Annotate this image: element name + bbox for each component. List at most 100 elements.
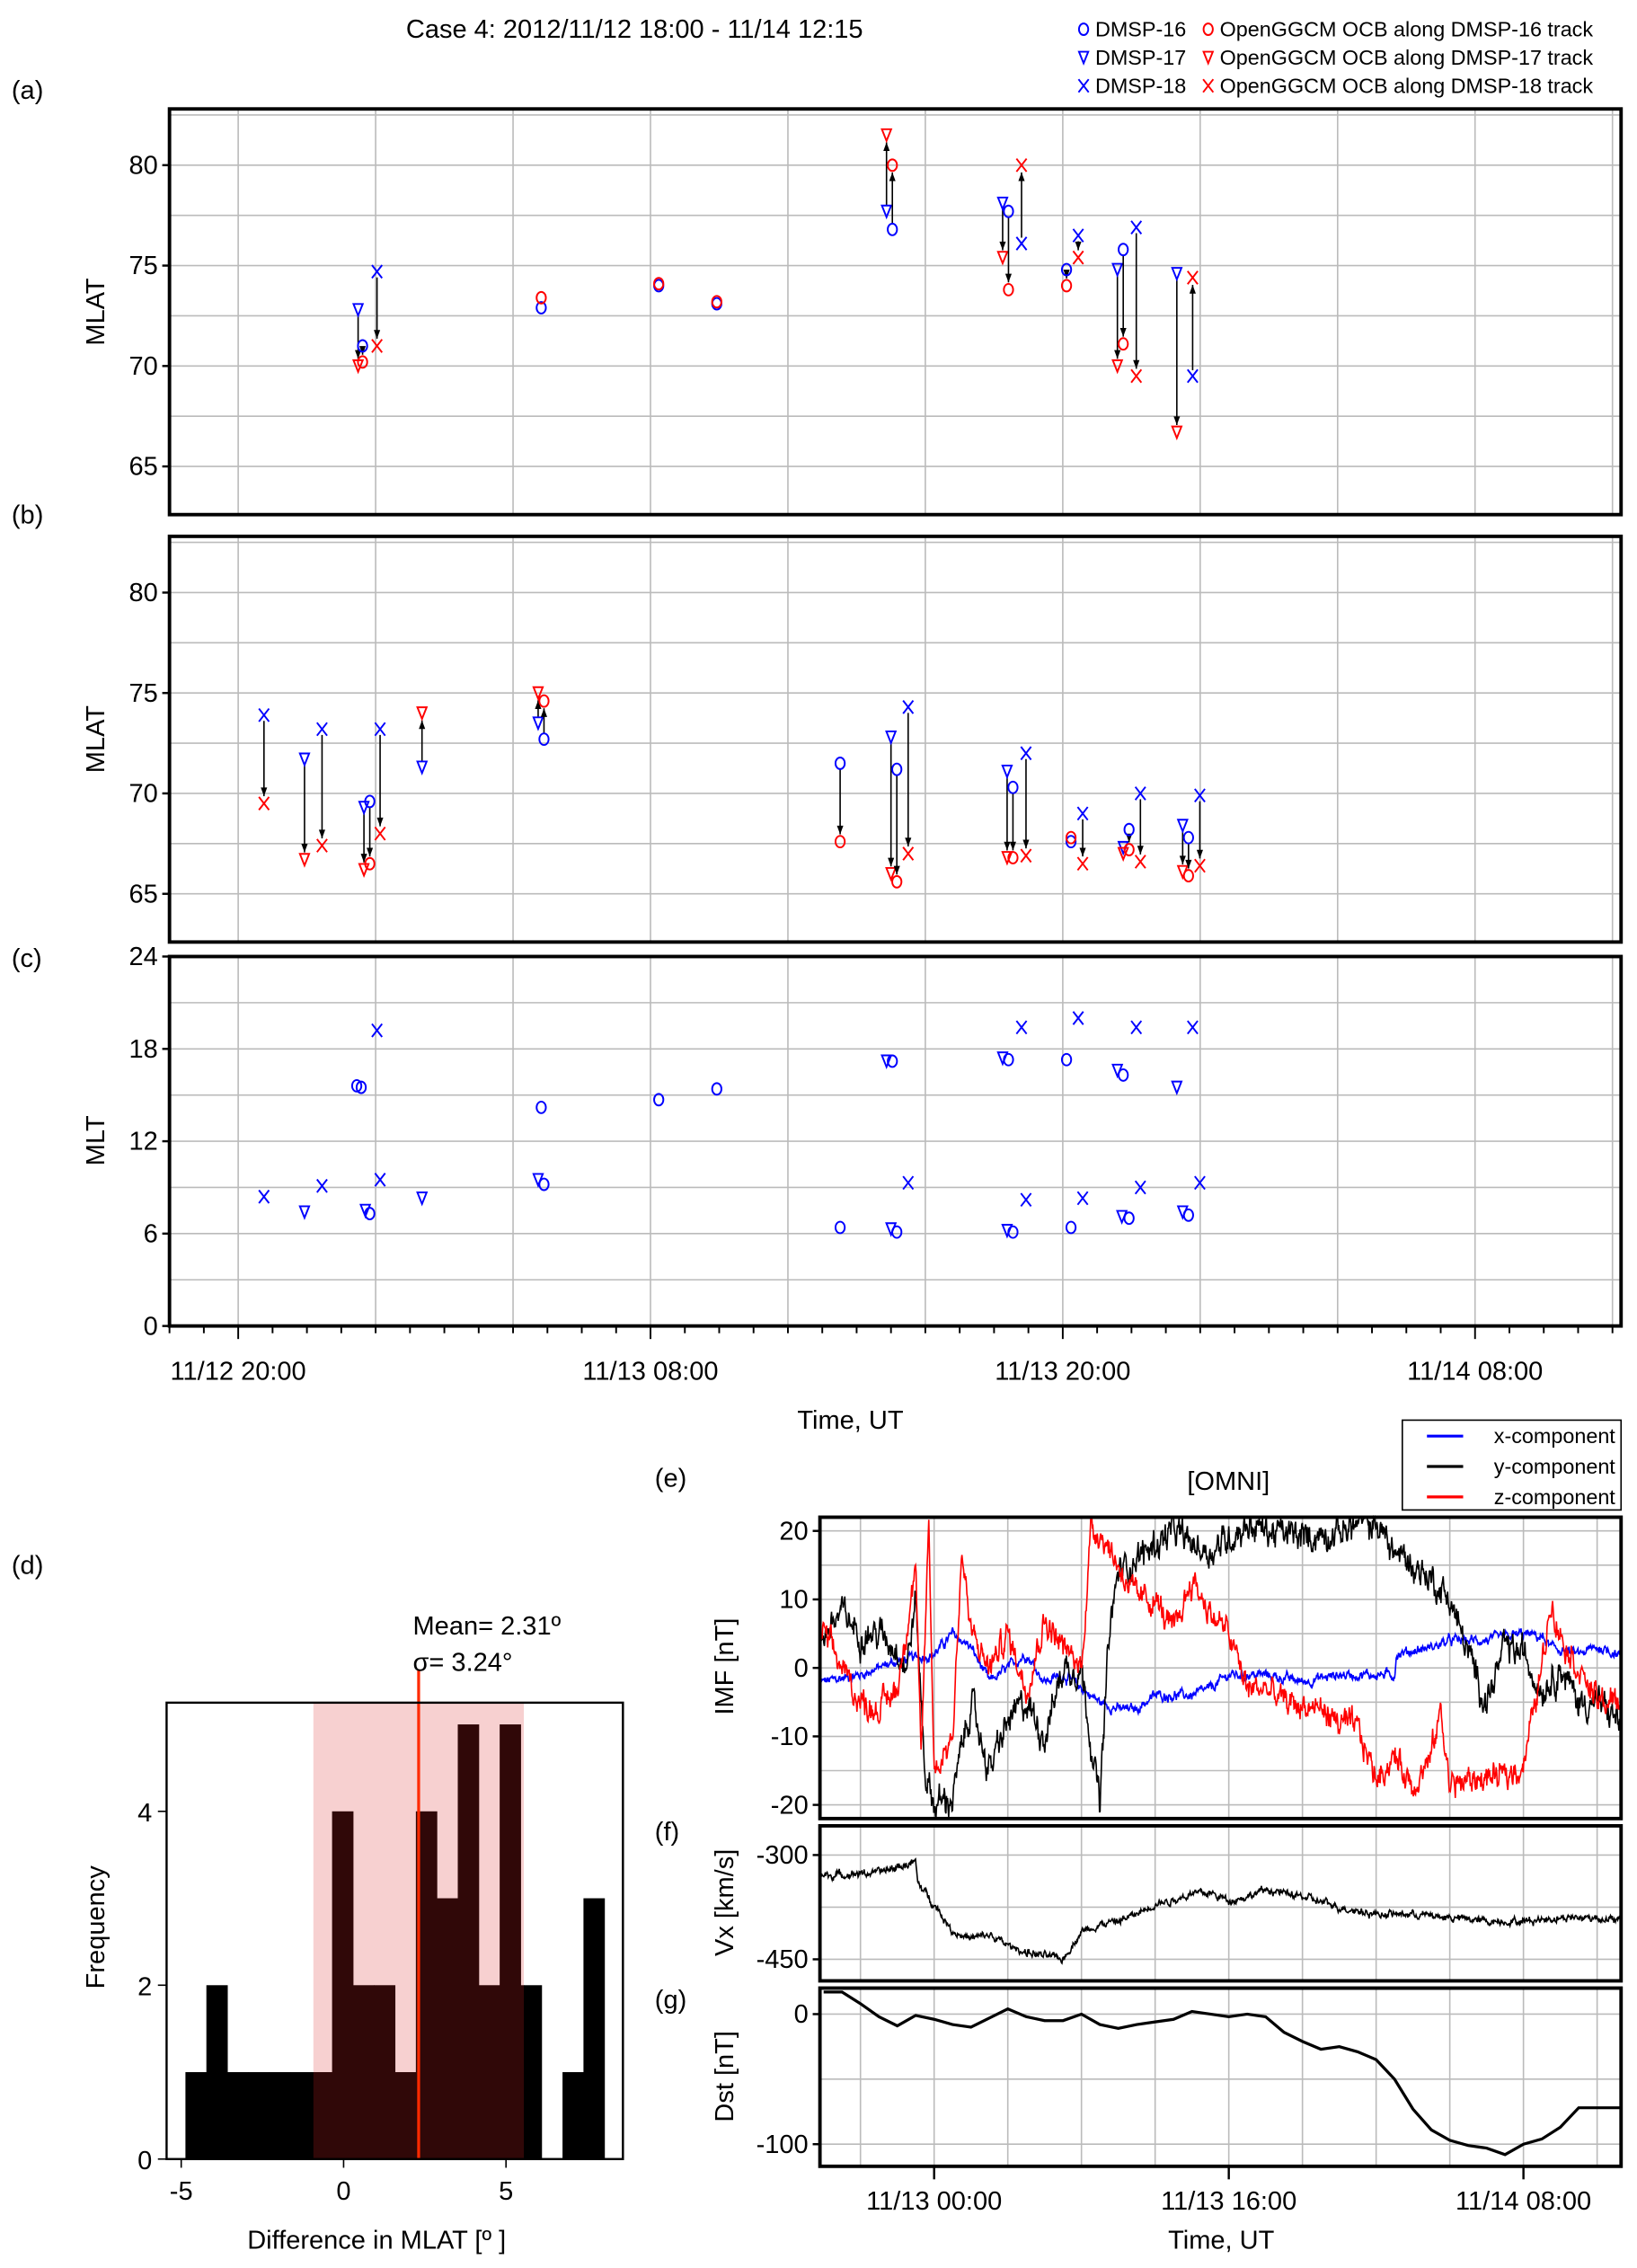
model-16-point-circle [538, 694, 550, 708]
dmsp-17-mlt-point-triangle [416, 1192, 429, 1207]
dmsp-18-mlt-point-x [1076, 1191, 1089, 1206]
dmsp-17-point-triangle [885, 730, 898, 746]
series-vx [818, 1857, 1622, 1965]
histogram-bar [437, 1898, 458, 2159]
dmsp-16-mlt-point-circle [350, 1078, 363, 1093]
axes-frame [818, 1823, 1624, 1983]
histogram-bar [269, 2072, 291, 2159]
arrowhead [360, 854, 367, 863]
axes-frame [818, 1986, 1624, 2168]
y-tick-label: 24 [128, 943, 157, 971]
arrowhead [318, 829, 325, 839]
dmsp-16-mlt-point-circle [834, 1220, 846, 1235]
dmsp-18-mlt-point-x [1020, 1192, 1032, 1208]
arrowhead [1119, 327, 1127, 337]
model-16-point-circle [1123, 843, 1135, 856]
y-tick-label: 4 [137, 1799, 152, 1828]
omni-title: [OMNI] [1187, 1467, 1270, 1496]
y-tick-label: 0 [137, 2147, 152, 2175]
ylabel-b: MLAT [82, 705, 111, 774]
dmsp-18-point-x [1020, 746, 1032, 761]
series-x-component [818, 1627, 1622, 1716]
dmsp-16-mlt-point-circle [1003, 1052, 1014, 1067]
model-17-point-triangle [1111, 359, 1124, 375]
dmsp-17-point-triangle [532, 716, 544, 731]
panel-label-b: (b) [12, 501, 43, 529]
dmsp-17-mlt-point-triangle [1001, 1224, 1013, 1239]
imf-legend: x-component y-component z-component [1401, 1419, 1623, 1511]
model-18-point-x [1130, 368, 1143, 384]
arrowhead [419, 720, 426, 730]
arrowhead [888, 857, 895, 867]
legend-model-marker-circle [1202, 22, 1214, 36]
model-18-point-x [316, 838, 328, 853]
dmsp-18-point-x [1187, 368, 1199, 384]
dmsp-18-mlt-point-x [371, 1023, 384, 1038]
histogram-bar [206, 1985, 228, 2159]
x-tick-label: 11/13 20:00 [995, 1357, 1130, 1386]
y-tick-label: -10 [771, 1723, 809, 1751]
y-tick-label: 65 [128, 880, 157, 908]
dmsp-16-point-circle [357, 339, 368, 353]
x-tick-label: 11/14 08:00 [1456, 2187, 1591, 2216]
panel-f-vx: -450 -300 [757, 1823, 1624, 1983]
arrowhead [999, 241, 1006, 251]
legend-label-x: x-component [1494, 1424, 1616, 1448]
histogram-bar [478, 1985, 500, 2159]
arrowhead [1079, 847, 1086, 857]
model-18-point-x [374, 826, 386, 841]
y-tick-label: 0 [794, 1654, 809, 1683]
ylabel-f: Vx [km/s] [711, 1849, 739, 1956]
model-18-point-x [902, 846, 915, 861]
model-18-point-x [1134, 855, 1146, 869]
dmsp-16-mlt-point-circle [538, 1177, 550, 1192]
axes-frame [167, 107, 1624, 517]
legend-model-label: OpenGGCM OCB along DMSP-18 track [1220, 74, 1594, 97]
panel-d-histogram: -5 0 5 0 2 4 [137, 1669, 624, 2206]
y-tick-label: -300 [757, 1841, 809, 1870]
dmsp-18-mlt-point-x [258, 1189, 270, 1204]
dmsp-16-mlt-point-circle [1118, 1068, 1129, 1082]
dmsp-17-mlt-point-triangle [359, 1203, 372, 1219]
y-tick-label: 80 [128, 579, 157, 607]
arrowhead [1018, 172, 1025, 182]
model-16-point-circle [711, 295, 722, 309]
dmsp-16-mlt-point-circle [1065, 1220, 1077, 1235]
model-16-point-circle [891, 874, 903, 889]
model-17-point-triangle [1001, 851, 1013, 866]
arrowhead [1189, 285, 1196, 294]
x-tick-label: 5 [499, 2177, 513, 2206]
y-tick-label: 12 [128, 1128, 157, 1156]
dmsp-17-point-triangle [1111, 262, 1124, 279]
panel-label-g: (g) [655, 1986, 686, 2015]
y-tick-label: 75 [128, 679, 157, 708]
model-16-point-circle [1007, 851, 1019, 864]
dmsp-16-point-circle [887, 222, 898, 236]
dmsp-16-mlt-point-circle [1007, 1225, 1019, 1239]
dmsp-16-point-circle [1118, 243, 1129, 257]
arrowhead [1004, 273, 1013, 283]
panel-label-e: (e) [655, 1465, 686, 1493]
dmsp-16-mlt-point-circle [1182, 1208, 1194, 1222]
model-18-point-x [1194, 858, 1206, 873]
arrowhead [367, 847, 374, 857]
legend-dmsp-marker-x [1077, 78, 1090, 93]
dmsp-18-mlt-point-x [902, 1175, 915, 1191]
y-tick-label: 18 [128, 1035, 157, 1064]
dmsp-16-mlt-point-circle [1123, 1211, 1135, 1226]
model-18-point-x [1076, 856, 1089, 872]
dmsp-17-point-triangle [1171, 267, 1183, 282]
xlabel-c: Time, UT [797, 1406, 903, 1435]
model-16-point-circle [364, 856, 376, 871]
dmsp-16-point-circle [535, 301, 547, 315]
arrowhead [905, 837, 912, 846]
dmsp-16-mlt-point-circle [653, 1093, 665, 1107]
sigma-text: σ= 3.24° [413, 1648, 513, 1677]
histogram-bar [524, 1985, 543, 2159]
x-tick-label: 11/13 16:00 [1161, 2187, 1296, 2216]
dmsp-18-mlt-point-x [1015, 1020, 1028, 1035]
panel-label-f: (f) [655, 1818, 679, 1847]
arrowhead [1173, 416, 1181, 426]
arrowhead [535, 700, 542, 709]
